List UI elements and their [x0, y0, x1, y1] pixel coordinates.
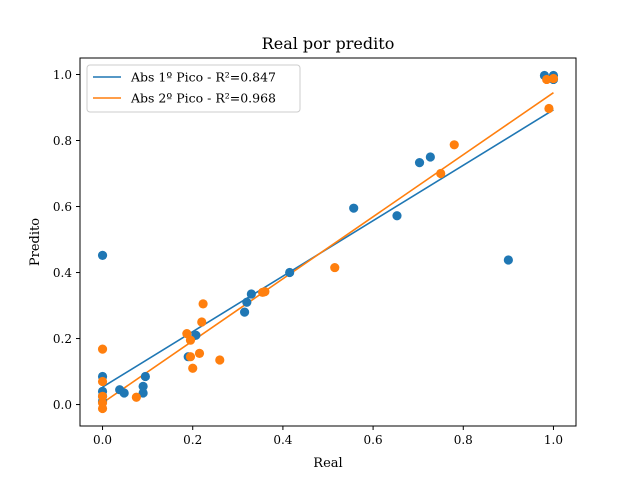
point-series-1-16	[285, 267, 295, 278]
x-tick-label: 0.4	[273, 433, 292, 447]
x-tick-label: 0.2	[183, 433, 202, 447]
point-series-1-17	[349, 203, 359, 213]
point-series-1-18	[392, 211, 402, 221]
plot-area	[97, 70, 559, 414]
point-series-2-1	[97, 344, 108, 354]
legend-label-series-2: Abs 2º Pico - R²=0.968	[130, 91, 276, 106]
y-tick-label: 0.8	[53, 134, 72, 148]
point-series-2-13	[198, 299, 208, 309]
point-series-2-17	[330, 262, 340, 273]
y-tick-label: 1.0	[53, 68, 72, 82]
point-series-2-6	[131, 392, 141, 402]
point-series-2-14	[215, 355, 225, 365]
x-tick-label: 1.0	[544, 433, 563, 447]
point-series-1-20	[425, 152, 435, 162]
point-series-1-19	[414, 158, 425, 168]
x-tick-label: 0.8	[454, 433, 473, 447]
point-series-2-11	[194, 348, 205, 358]
x-tick-label: 0.6	[364, 433, 383, 447]
point-series-1-7	[119, 388, 129, 398]
point-series-2-12	[197, 317, 207, 327]
point-series-2-21	[544, 103, 554, 114]
legend-label-series-1: Abs 1º Pico - R²=0.847	[130, 70, 276, 85]
point-series-1-13	[239, 307, 250, 317]
point-series-2-19	[449, 140, 459, 150]
point-series-1-9	[138, 388, 148, 398]
y-tick-label: 0.4	[53, 266, 72, 280]
point-series-2-9	[185, 352, 196, 362]
point-series-1-10	[140, 371, 150, 382]
axis-ticks: 0.0 0.2 0.4 0.6 0.8 1.0 0.0 0.2 0.4 0.6 0.8 1.0	[53, 68, 563, 447]
point-series-2-8	[185, 335, 196, 345]
x-tick-label: 0.0	[93, 433, 112, 447]
plot-frame	[79, 57, 577, 427]
point-series-2-18	[436, 168, 446, 179]
fit-line-series-2	[102, 91, 554, 404]
legend-box	[86, 64, 301, 113]
point-series-1-1	[97, 250, 108, 260]
point-series-1-8	[138, 381, 148, 391]
point-series-2-5	[97, 403, 108, 414]
point-series-1-14	[242, 297, 252, 307]
point-series-1-15	[246, 289, 256, 299]
y-tick-label: 0.6	[53, 200, 72, 214]
y-tick-label: 0.0	[53, 398, 72, 412]
chart-title: Real por predito	[262, 34, 395, 53]
point-series-1-21	[503, 255, 513, 265]
point-series-2-2	[97, 376, 108, 387]
point-series-2-10	[188, 363, 198, 373]
y-tick-label: 0.2	[53, 332, 72, 346]
point-series-2-3	[97, 391, 108, 401]
y-axis-label: Predito	[28, 218, 43, 266]
legend: Abs 1º Pico - R²=0.847 Abs 2º Pico - R²=0…	[86, 64, 301, 113]
point-series-2-20	[542, 74, 552, 85]
point-series-2-22	[548, 73, 559, 84]
x-axis-label: Real	[313, 456, 342, 471]
point-series-2-16	[260, 287, 270, 297]
